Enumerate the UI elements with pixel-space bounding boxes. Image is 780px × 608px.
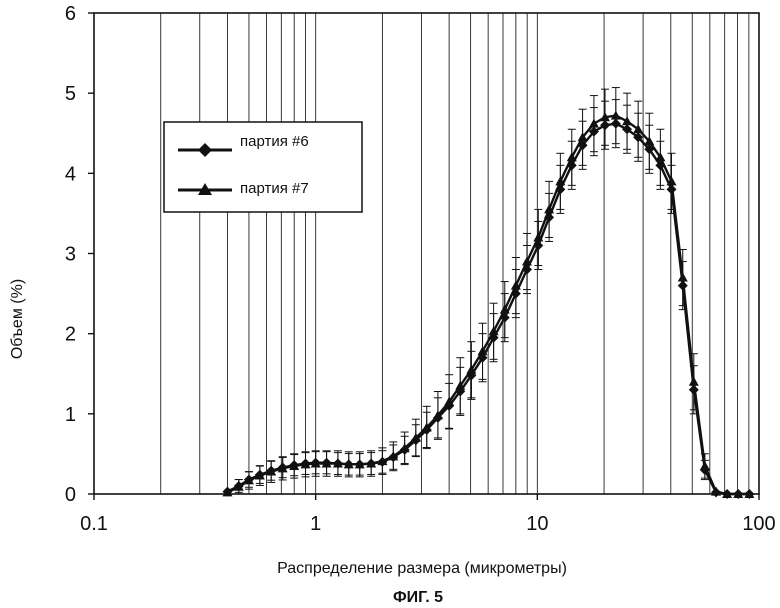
y-tick-label: 2	[65, 324, 76, 346]
x-tick-label: 0.1	[80, 513, 108, 535]
y-tick-label: 6	[65, 3, 76, 25]
x-axis-ticks: 0.1 1 10 100	[80, 494, 776, 535]
y-tick-label: 3	[65, 244, 76, 266]
legend-label-series-2: партия #7	[240, 180, 309, 197]
data-point	[589, 119, 599, 128]
vertical-gridlines	[161, 13, 749, 494]
y-tick-label: 5	[65, 83, 76, 105]
y-tick-label: 4	[65, 163, 76, 185]
data-point	[700, 461, 710, 470]
y-tick-label: 1	[65, 404, 76, 426]
legend: партия #6 партия #7	[164, 122, 362, 212]
y-axis-title: Объем (%)	[9, 279, 26, 359]
legend-label-series-1: партия #6	[240, 133, 309, 150]
figure-caption: ФИГ. 5	[393, 589, 443, 606]
data-point	[678, 273, 688, 282]
y-tick-label: 0	[65, 484, 76, 506]
x-tick-label: 1	[310, 513, 321, 535]
data-point	[689, 377, 699, 386]
x-tick-label: 100	[742, 513, 775, 535]
x-tick-label: 10	[526, 513, 548, 535]
y-axis-ticks: 0 1 2 3 4 5 6	[65, 3, 94, 506]
x-axis-title: Распределение размера (микрометры)	[277, 560, 567, 577]
